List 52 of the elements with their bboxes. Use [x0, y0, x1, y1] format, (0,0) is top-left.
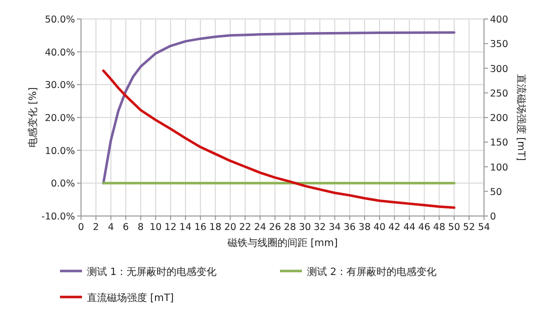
legend-label: 直流磁场强度 [mT]: [87, 292, 174, 304]
x-tick-label: 6: [122, 222, 129, 233]
y2-tick-label: 200: [490, 113, 508, 124]
y-axis-title: 电感变化 [%]: [27, 87, 39, 148]
y-tick-label: 50.0%: [44, 14, 75, 26]
x-tick-label: 48: [433, 222, 446, 233]
line-series: [102, 31, 456, 184]
y2-tick-label: 350: [490, 39, 508, 50]
x-tick-label: 20: [224, 222, 236, 233]
x-tick-label: 0: [78, 222, 84, 233]
y-tick-label: 30.0%: [44, 80, 75, 92]
x-tick-label: 40: [373, 222, 386, 233]
legend-label: 测试 2：有屏蔽时的电感变化: [307, 266, 437, 278]
x-tick-label: 22: [239, 222, 252, 233]
x-tick-label: 32: [314, 222, 326, 233]
x-tick-label: 16: [194, 222, 206, 233]
x-tick-label: 14: [179, 222, 192, 233]
x-tick-label: 44: [403, 222, 416, 233]
y2-tick-label: 300: [490, 64, 508, 75]
y2-tick-label: 50: [490, 186, 502, 198]
y-tick-label: 40.0%: [44, 47, 75, 58]
legend-label: 测试 1：无屏蔽时的电感变化: [87, 266, 217, 278]
y2-tick-label: 0: [490, 212, 496, 222]
x-tick-label: 46: [418, 222, 430, 233]
x-axis-title: 磁铁与线圈的间距 [mm]: [226, 237, 338, 249]
x-tick-label: 8: [138, 222, 144, 233]
x-tick-label: 36: [344, 222, 356, 233]
x-tick-label: 12: [164, 222, 177, 233]
x-tick-label: 52: [463, 222, 476, 233]
y2-tick-label: 150: [490, 138, 508, 149]
x-tick-label: 30: [298, 222, 311, 233]
x-tick-label: 24: [254, 222, 266, 233]
y-tick-label: 0.0%: [50, 178, 75, 190]
y-tick-label: 20.0%: [44, 113, 75, 124]
x-tick-label: 26: [268, 222, 282, 233]
x-tick-label: 18: [209, 222, 222, 233]
x-tick-label: 10: [150, 222, 162, 233]
y2-axis-title: 直流磁场强度 [mT]: [515, 74, 527, 162]
x-tick-label: 42: [388, 222, 400, 233]
y2-tick-label: 100: [490, 162, 508, 174]
x-tick-label: 34: [328, 222, 341, 233]
x-tick-label: 38: [358, 222, 371, 233]
y-tick-label: 10.0%: [44, 146, 75, 157]
x-tick-label: 28: [284, 222, 296, 233]
y2-tick-label: 400: [490, 14, 508, 26]
x-tick-label: 4: [108, 222, 114, 233]
x-tick-label: 54: [478, 222, 490, 233]
y2-tick-label: 250: [490, 88, 508, 100]
y-tick-label: -10.0%: [41, 212, 75, 222]
line-series: [102, 69, 456, 209]
x-tick-label: 2: [92, 222, 99, 233]
x-tick-label: 50: [448, 222, 460, 233]
